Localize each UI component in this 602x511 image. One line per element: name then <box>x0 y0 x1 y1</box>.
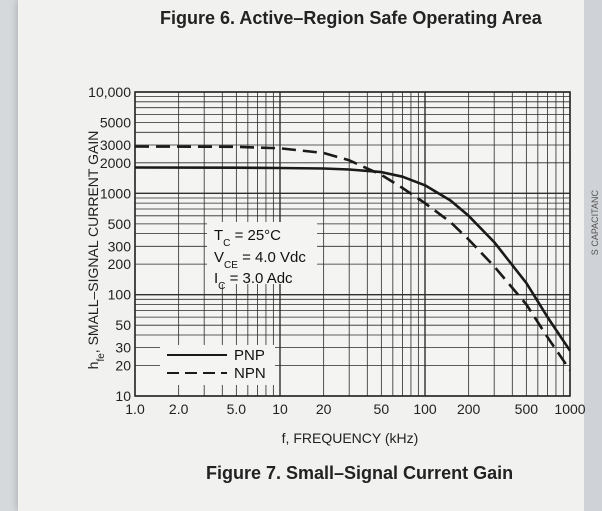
x-axis-label: f, FREQUENCY (kHz) <box>282 430 419 446</box>
figure-7-caption: Figure 7. Small–Signal Current Gain <box>206 463 514 483</box>
y-axis-label: hfe, SMALL–SIGNAL CURRENT GAIN <box>85 131 107 370</box>
annotation-text: TC = 25°C <box>214 227 281 249</box>
series-line-npn <box>134 145 572 371</box>
y-tick-label: 3000 <box>100 137 131 153</box>
y-tick-label: 1000 <box>100 185 131 201</box>
x-tick-label: 1000 <box>554 401 585 417</box>
x-tick-label: 50 <box>374 401 390 417</box>
y-tick-label: 20 <box>115 357 131 373</box>
y-tick-label: 30 <box>115 340 131 356</box>
x-tick-label: 10 <box>272 401 288 417</box>
adjacent-page-edge: S CAPACITANC <box>584 0 602 511</box>
x-tick-label: 1.0 <box>125 401 145 417</box>
x-tick-label: 5.0 <box>227 401 247 417</box>
legend-label-npn: NPN <box>234 365 266 382</box>
x-tick-label: 200 <box>457 401 481 417</box>
y-tick-label: 50 <box>115 317 131 333</box>
y-tick-label: 2000 <box>100 155 131 171</box>
series-line-pnp <box>134 166 572 352</box>
y-tick-label: 10,000 <box>88 84 131 100</box>
annotation-text: IC = 3.0 Adc <box>214 270 293 292</box>
legend-box <box>160 345 275 385</box>
chart-ticks: 1.0 2.0 5.0 10 20 50 100 200 500 1000102030501002… <box>88 84 586 417</box>
annotation-text: VCE = 4.0 Vdc <box>214 249 306 271</box>
x-tick-label: 2.0 <box>169 401 189 417</box>
x-tick-label: 100 <box>413 401 437 417</box>
y-tick-label: 10 <box>115 388 131 404</box>
x-tick-label: 20 <box>316 401 332 417</box>
figure-6-caption: Figure 6. Active–Region Safe Operating A… <box>160 8 542 28</box>
annotation-box <box>207 222 317 284</box>
legend-label-pnp: PNP <box>234 347 265 364</box>
chart-series <box>134 145 572 371</box>
y-tick-label: 5000 <box>100 115 131 131</box>
x-tick-label: 500 <box>515 401 539 417</box>
y-tick-label: 300 <box>108 238 132 254</box>
y-tick-label: 200 <box>108 256 132 272</box>
y-tick-label: 500 <box>108 216 132 232</box>
y-tick-label: 100 <box>108 287 132 303</box>
